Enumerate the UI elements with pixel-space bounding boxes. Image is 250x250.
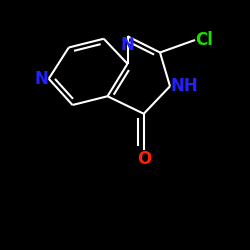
Text: N: N [120,36,134,54]
Text: NH: NH [170,77,198,95]
Text: O: O [136,150,151,168]
Text: Cl: Cl [195,31,213,49]
Text: N: N [35,70,49,88]
